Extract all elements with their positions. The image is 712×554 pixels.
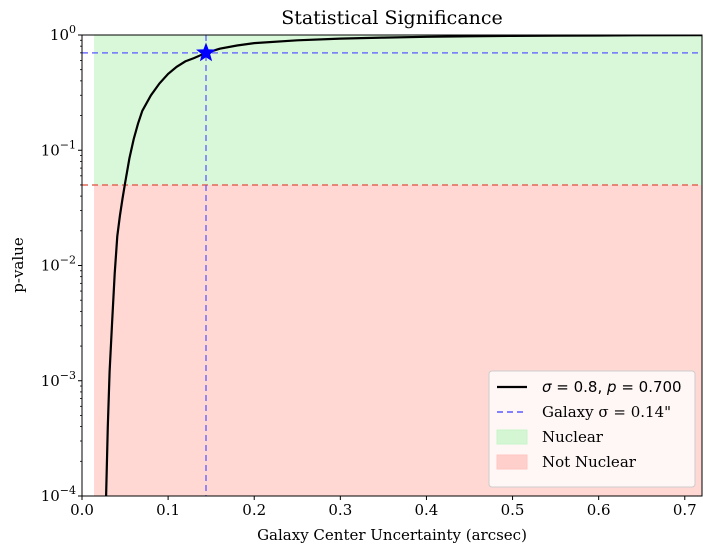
y-tick-label: 10−3 — [41, 369, 76, 390]
p-value-curve — [105, 35, 702, 496]
x-tick-label: 0.2 — [242, 501, 266, 519]
legend-label-region: Nuclear — [542, 428, 604, 446]
legend-swatch-region — [496, 429, 528, 445]
region-nuclear — [94, 35, 703, 185]
legend-label-region: Not Nuclear — [542, 453, 637, 471]
chart-title: Statistical Significance — [281, 7, 503, 29]
y-axis-label: p-value — [9, 237, 27, 293]
y-tick-label: 10−1 — [41, 138, 76, 159]
legend-label-curve: σ = 0.8, p = 0.700 — [542, 378, 682, 396]
x-tick-label: 0.0 — [70, 501, 94, 519]
x-axis-label: Galaxy Center Uncertainty (arcsec) — [257, 526, 527, 544]
legend-label-galaxy: Galaxy σ = 0.14" — [542, 403, 671, 421]
y-tick-label: 100 — [50, 23, 76, 44]
x-tick-label: 0.3 — [328, 501, 352, 519]
star-marker — [196, 42, 216, 62]
legend-swatch-region — [496, 454, 528, 470]
y-tick-label: 10−4 — [41, 484, 76, 505]
legend: σ = 0.8, p = 0.700 Galaxy σ = 0.14" Nuclea… — [488, 370, 696, 488]
x-tick-label: 0.5 — [501, 501, 525, 519]
x-tick-label: 0.7 — [673, 501, 697, 519]
x-tick-label: 0.1 — [156, 501, 180, 519]
y-tick-label: 10−2 — [41, 254, 76, 275]
x-tick-label: 0.6 — [587, 501, 611, 519]
x-tick-label: 0.4 — [415, 501, 439, 519]
legend-box — [488, 370, 696, 488]
